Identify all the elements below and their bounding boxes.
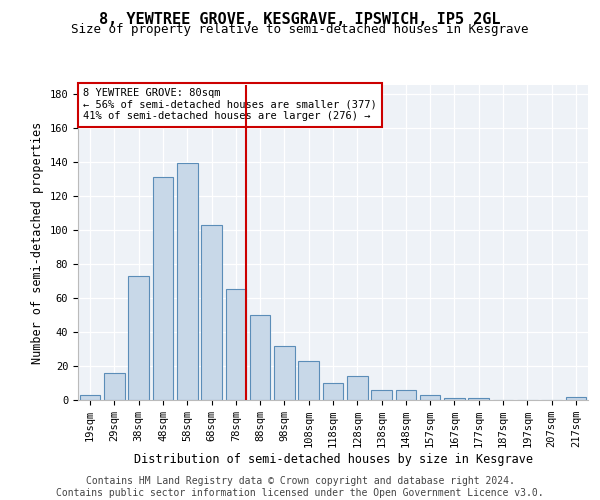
Bar (395, 390, 416, 400)
Bar (128, 276, 149, 400)
Bar (469, 398, 489, 400)
X-axis label: Distribution of semi-detached houses by size in Kesgrave: Distribution of semi-detached houses by … (133, 453, 533, 466)
Bar (274, 346, 295, 400)
Bar (444, 398, 465, 400)
Bar (420, 395, 440, 400)
Bar (250, 315, 271, 400)
Bar (323, 383, 343, 400)
Bar (201, 224, 222, 400)
Text: 8 YEWTREE GROVE: 80sqm
← 56% of semi-detached houses are smaller (377)
41% of se: 8 YEWTREE GROVE: 80sqm ← 56% of semi-det… (83, 88, 377, 122)
Bar (104, 373, 125, 400)
Bar (298, 361, 319, 400)
Bar (80, 395, 100, 400)
Y-axis label: Number of semi-detached properties: Number of semi-detached properties (31, 122, 44, 364)
Bar (152, 177, 173, 400)
Bar (371, 390, 392, 400)
Bar (566, 396, 586, 400)
Text: 8, YEWTREE GROVE, KESGRAVE, IPSWICH, IP5 2GL: 8, YEWTREE GROVE, KESGRAVE, IPSWICH, IP5… (99, 12, 501, 28)
Bar (347, 376, 368, 400)
Text: Contains HM Land Registry data © Crown copyright and database right 2024.
Contai: Contains HM Land Registry data © Crown c… (56, 476, 544, 498)
Text: Size of property relative to semi-detached houses in Kesgrave: Size of property relative to semi-detach… (71, 22, 529, 36)
Bar (177, 164, 197, 400)
Bar (226, 290, 246, 400)
